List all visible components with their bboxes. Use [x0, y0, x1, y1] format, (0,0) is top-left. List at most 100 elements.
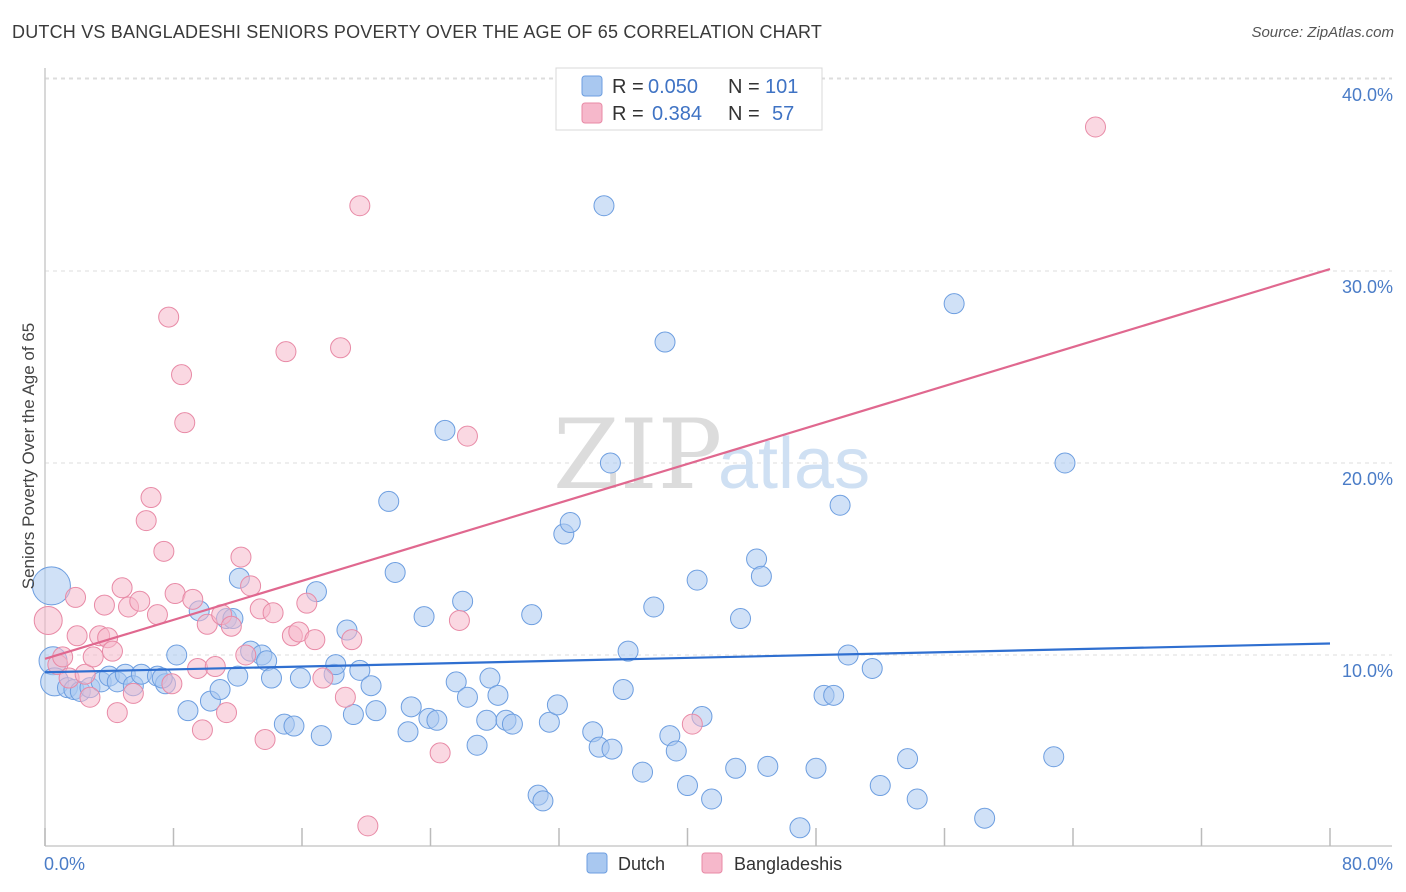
point-dutch-67	[601, 738, 623, 760]
point-dutch-51	[476, 709, 498, 731]
y-tick-label-0: 10.0%	[1342, 661, 1393, 681]
legend-swatch-dutch	[581, 75, 603, 97]
point-bangladeshis-48	[334, 686, 356, 708]
point-dutch-31	[310, 725, 332, 747]
point-dutch-43	[413, 606, 435, 628]
point-bangladeshis-21	[153, 540, 175, 562]
point-bangladeshis-13	[106, 702, 128, 724]
point-bangladeshis-51	[357, 815, 379, 837]
trend-line-bangladeshis	[44, 268, 1331, 660]
y-tick-label-1: 20.0%	[1342, 469, 1393, 489]
watermark-zip: ZIP	[553, 399, 722, 511]
point-bangladeshis-26	[174, 412, 196, 434]
point-dutch-42	[400, 696, 422, 718]
bottom-legend-swatch-dutch	[586, 852, 608, 874]
point-dutch-47	[445, 671, 467, 693]
point-bangladeshis-2	[52, 646, 74, 668]
point-dutch-79	[725, 757, 747, 779]
point-bangladeshis-18	[135, 510, 157, 532]
point-dutch-60	[546, 694, 568, 716]
point-dutch-39	[378, 490, 400, 512]
axes	[44, 68, 1392, 847]
point-dutch-55	[501, 713, 523, 735]
point-dutch-41	[397, 721, 419, 743]
y-tick-label-3: 40.0%	[1342, 85, 1393, 105]
legend-n-label-bangladeshis: N =	[728, 103, 760, 125]
point-dutch-82	[750, 565, 772, 587]
point-dutch-28	[283, 715, 305, 737]
point-dutch-99	[227, 665, 249, 687]
point-dutch-0	[31, 566, 71, 606]
point-dutch-94	[943, 293, 965, 315]
grid-lines	[45, 77, 1392, 656]
legend-box: R = 0.050 N = 101 R = 0.384 N = 57	[555, 67, 823, 131]
point-bangladeshis-31	[204, 656, 226, 678]
point-bangladeshis-7	[79, 686, 101, 708]
point-dutch-15	[166, 644, 188, 666]
point-bangladeshis-37	[240, 575, 262, 597]
point-bangladeshis-41	[275, 341, 297, 363]
trend-lines	[44, 268, 1331, 674]
trend-line-dutch	[44, 642, 1331, 674]
bottom-legend-label-dutch: Dutch	[618, 854, 665, 874]
y-tick-label-2: 30.0%	[1342, 277, 1393, 297]
point-dutch-35	[342, 704, 364, 726]
point-dutch-85	[805, 757, 827, 779]
point-bangladeshis-52	[429, 742, 451, 764]
legend-r-label-dutch: R =	[612, 76, 644, 98]
point-dutch-76	[686, 569, 708, 591]
point-dutch-40	[384, 561, 406, 583]
point-dutch-26	[260, 667, 282, 689]
chart-source: Source: ZipAtlas.com	[1251, 24, 1394, 41]
point-dutch-45	[426, 709, 448, 731]
point-bangladeshis-36	[235, 644, 257, 666]
point-dutch-88	[829, 494, 851, 516]
point-dutch-65	[593, 195, 615, 217]
watermark-atlas: atlas	[718, 424, 870, 504]
point-dutch-71	[643, 596, 665, 618]
point-bangladeshis-27	[182, 588, 204, 610]
point-bangladeshis-44	[296, 592, 318, 614]
point-bangladeshis-5	[66, 625, 88, 647]
point-dutch-53	[487, 684, 509, 706]
point-dutch-72	[654, 331, 676, 353]
point-dutch-81	[746, 548, 768, 570]
point-bangladeshis-30	[196, 613, 218, 635]
y-axis-title: Seniors Poverty Over the Age of 65	[19, 323, 38, 589]
point-dutch-87	[823, 684, 845, 706]
point-dutch-97	[1054, 452, 1076, 474]
point-dutch-59	[538, 711, 560, 733]
legend-r-label-bangladeshis: R =	[612, 103, 644, 125]
point-bangladeshis-47	[330, 337, 352, 359]
point-bangladeshis-10	[93, 594, 115, 616]
point-dutch-62	[559, 512, 581, 534]
point-dutch-68	[612, 679, 634, 701]
x-tick-label-1: 80.0%	[1342, 854, 1393, 874]
point-bangladeshis-33	[216, 702, 238, 724]
chart-title: DUTCH VS BANGLADESHI SENIORS POVERTY OVE…	[12, 22, 823, 42]
point-bangladeshis-23	[161, 673, 183, 695]
x-tick-label-0: 0.0%	[44, 854, 85, 874]
point-dutch-50	[466, 734, 488, 756]
point-bangladeshis-24	[164, 583, 186, 605]
legend-n-value-dutch: 101	[765, 76, 798, 98]
point-bangladeshis-16	[122, 682, 144, 704]
point-dutch-96	[1043, 746, 1065, 768]
point-dutch-37	[360, 675, 382, 697]
bottom-legend-swatch-bangladeshis	[701, 852, 723, 874]
tick-labels: 10.0% 20.0% 30.0% 40.0% 0.0% 80.0%	[44, 85, 1393, 874]
point-bangladeshis-29	[191, 719, 213, 741]
point-bangladeshis-19	[140, 487, 162, 509]
point-bangladeshis-6	[74, 663, 96, 685]
point-dutch-83	[757, 755, 779, 777]
point-dutch-46	[434, 419, 456, 441]
point-bangladeshis-12	[101, 640, 123, 662]
point-dutch-66	[599, 452, 621, 474]
point-bangladeshis-40	[262, 602, 284, 624]
point-dutch-70	[632, 761, 654, 783]
point-bangladeshis-34	[220, 615, 242, 637]
legend-r-value-dutch: 0.050	[648, 76, 698, 98]
point-bangladeshis-17	[129, 590, 151, 612]
point-dutch-93	[906, 788, 928, 810]
